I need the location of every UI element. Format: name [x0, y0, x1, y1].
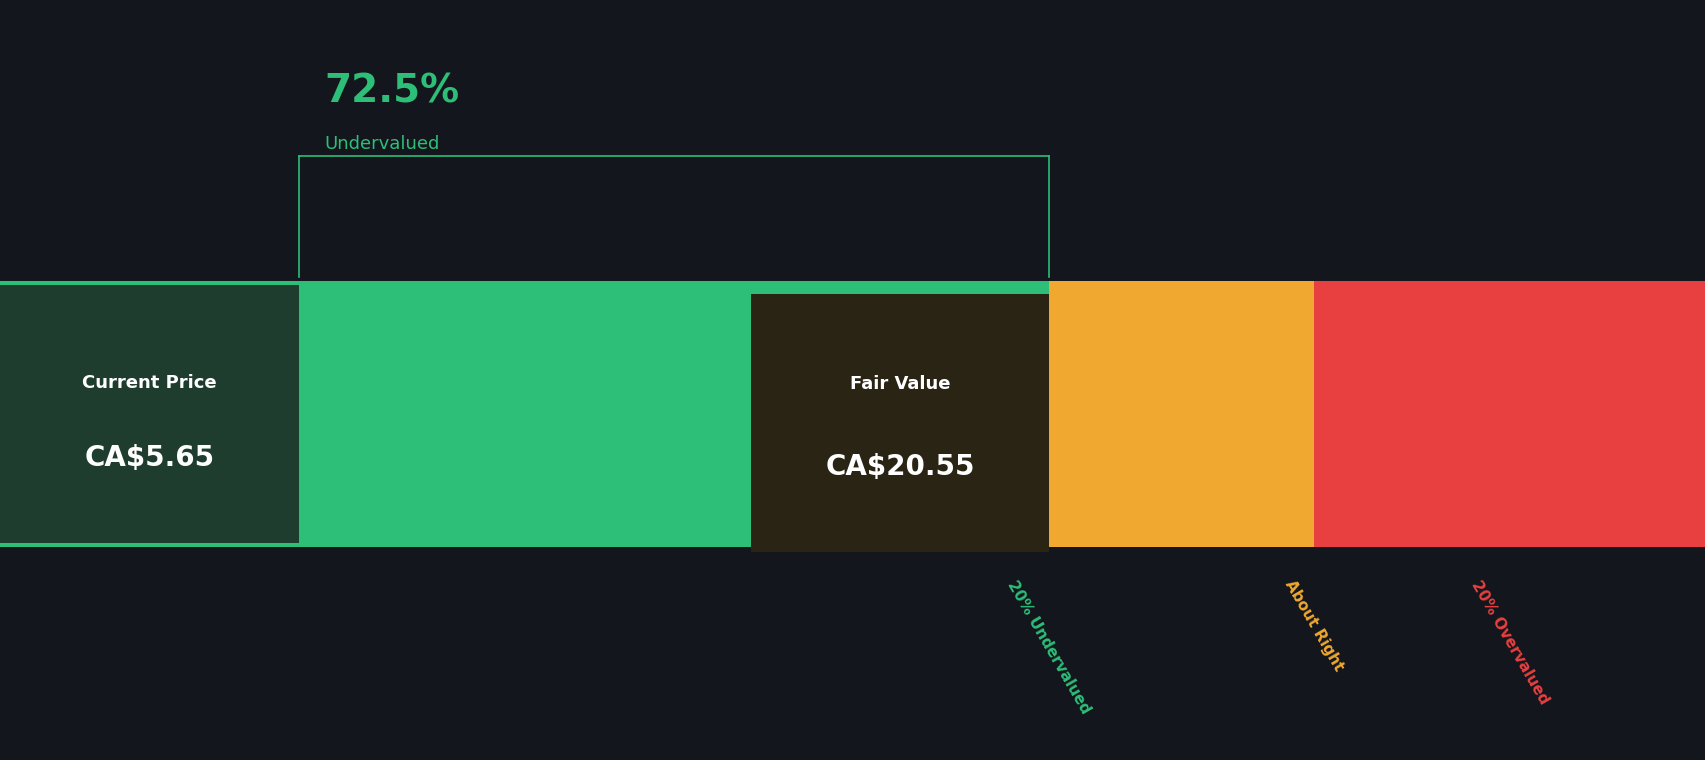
Text: CA$5.65: CA$5.65 [84, 444, 215, 472]
Text: Current Price: Current Price [82, 374, 217, 392]
Text: 72.5%: 72.5% [324, 72, 459, 110]
Text: 20% Undervalued: 20% Undervalued [1004, 578, 1093, 716]
Text: Undervalued: Undervalued [324, 135, 440, 154]
FancyBboxPatch shape [0, 281, 1049, 547]
Text: Fair Value: Fair Value [849, 375, 950, 394]
FancyBboxPatch shape [1313, 281, 1705, 547]
Text: CA$20.55: CA$20.55 [825, 453, 974, 481]
Text: About Right: About Right [1280, 578, 1345, 674]
FancyBboxPatch shape [750, 294, 1049, 553]
FancyBboxPatch shape [1049, 281, 1313, 547]
Text: 20% Overvalued: 20% Overvalued [1468, 578, 1550, 707]
FancyBboxPatch shape [0, 285, 298, 543]
